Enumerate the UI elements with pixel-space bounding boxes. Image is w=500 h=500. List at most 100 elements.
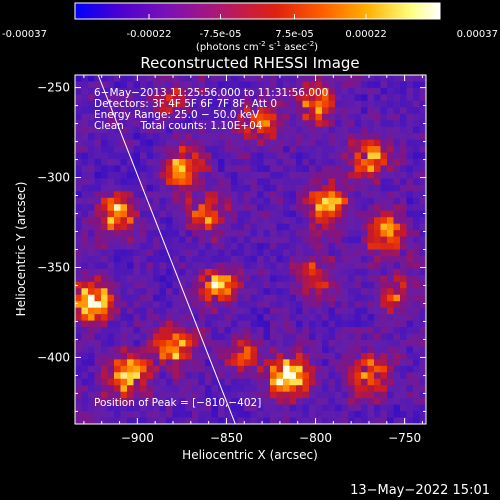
heatmap-cell xyxy=(250,146,258,154)
heatmap-cell xyxy=(309,191,317,199)
heatmap-cell xyxy=(153,94,161,102)
heatmap-cell xyxy=(166,75,174,83)
heatmap-cell xyxy=(283,301,291,309)
heatmap-cell xyxy=(179,165,187,173)
heatmap-cell xyxy=(250,281,258,289)
heatmap-cell xyxy=(192,307,200,315)
heatmap-cell xyxy=(192,159,200,167)
heatmap-cell xyxy=(302,391,310,399)
heatmap-cell xyxy=(335,204,343,212)
heatmap-cell xyxy=(192,333,200,341)
heatmap-cell xyxy=(218,197,226,205)
heatmap-cell xyxy=(374,346,382,354)
heatmap-cell xyxy=(296,204,304,212)
heatmap-cell xyxy=(257,107,265,115)
heatmap-cell xyxy=(146,165,154,173)
heatmap-cell xyxy=(257,327,265,335)
heatmap-cell xyxy=(354,404,362,412)
heatmap-cell xyxy=(159,249,167,257)
heatmap-cell xyxy=(328,94,336,102)
heatmap-cell xyxy=(153,236,161,244)
heatmap-cell xyxy=(211,391,219,399)
heatmap-cell xyxy=(140,75,148,83)
heatmap-cell xyxy=(276,385,284,393)
heatmap-cell xyxy=(185,120,193,128)
heatmap-cell xyxy=(413,372,421,380)
heatmap-cell xyxy=(231,100,239,108)
heatmap-cell xyxy=(159,268,167,276)
heatmap-cell xyxy=(361,365,369,373)
heatmap-cell xyxy=(120,223,128,231)
heatmap-cell xyxy=(244,372,252,380)
heatmap-cell xyxy=(127,281,135,289)
heatmap-cell xyxy=(348,81,356,89)
heatmap-cell xyxy=(179,385,187,393)
heatmap-cell xyxy=(413,171,421,179)
heatmap-cell xyxy=(289,365,297,373)
heatmap-cell xyxy=(140,94,148,102)
heatmap-cell xyxy=(94,288,102,296)
heatmap-cell xyxy=(400,327,408,335)
heatmap-cell xyxy=(140,113,148,121)
heatmap-cell xyxy=(413,139,421,147)
heatmap-cell xyxy=(107,107,115,115)
heatmap-cell xyxy=(88,294,96,302)
heatmap-cell xyxy=(237,152,245,160)
heatmap-cell xyxy=(341,210,349,218)
heatmap-cell xyxy=(231,210,239,218)
heatmap-cell xyxy=(335,327,343,335)
heatmap-cell xyxy=(354,223,362,231)
heatmap-cell xyxy=(250,288,258,296)
heatmap-cell xyxy=(263,372,271,380)
heatmap-cell xyxy=(172,275,180,283)
heatmap-cell xyxy=(289,243,297,251)
heatmap-cell xyxy=(179,191,187,199)
x-tick-label: −750 xyxy=(388,431,421,445)
heatmap-cell xyxy=(283,275,291,283)
heatmap-cell xyxy=(114,262,122,270)
heatmap-cell xyxy=(120,372,128,380)
heatmap-cell xyxy=(406,352,414,360)
heatmap-cell xyxy=(283,339,291,348)
heatmap-cell xyxy=(309,184,317,192)
heatmap-cell xyxy=(341,404,349,412)
heatmap-cell xyxy=(367,75,375,83)
heatmap-cell xyxy=(367,87,375,95)
heatmap-cell xyxy=(114,391,122,399)
heatmap-cell xyxy=(328,223,336,231)
heatmap-cell xyxy=(244,139,252,147)
heatmap-cell xyxy=(94,210,102,218)
heatmap-cell xyxy=(276,191,284,199)
heatmap-cell xyxy=(400,314,408,322)
heatmap-cell xyxy=(367,230,375,238)
heatmap-cell xyxy=(413,398,421,406)
heatmap-cell xyxy=(283,159,291,167)
heatmap-cell xyxy=(289,146,297,154)
heatmap-cell xyxy=(244,294,252,302)
heatmap-cell xyxy=(185,262,193,270)
heatmap-cell xyxy=(328,210,336,218)
heatmap-cell xyxy=(387,159,395,167)
heatmap-cell xyxy=(374,404,382,412)
heatmap-cell xyxy=(341,275,349,283)
heatmap-cell xyxy=(322,236,330,244)
heatmap-cell xyxy=(127,314,135,322)
heatmap-cell xyxy=(276,255,284,264)
heatmap-cell xyxy=(322,94,330,102)
heatmap-cell xyxy=(283,204,291,212)
heatmap-cell xyxy=(88,87,96,95)
heatmap-cell xyxy=(120,301,128,309)
heatmap-cell xyxy=(166,275,174,283)
heatmap-cell xyxy=(172,417,180,424)
heatmap-cell xyxy=(185,159,193,167)
heatmap-cell xyxy=(205,197,213,205)
heatmap-cell xyxy=(218,307,226,315)
heatmap-cell xyxy=(250,255,258,264)
heatmap-cell xyxy=(218,372,226,380)
heatmap-cell xyxy=(270,255,278,264)
heatmap-cell xyxy=(263,314,271,322)
heatmap-cell xyxy=(211,359,219,367)
heatmap-cell xyxy=(179,184,187,192)
heatmap-cell xyxy=(127,223,135,231)
heatmap-cell xyxy=(413,230,421,238)
